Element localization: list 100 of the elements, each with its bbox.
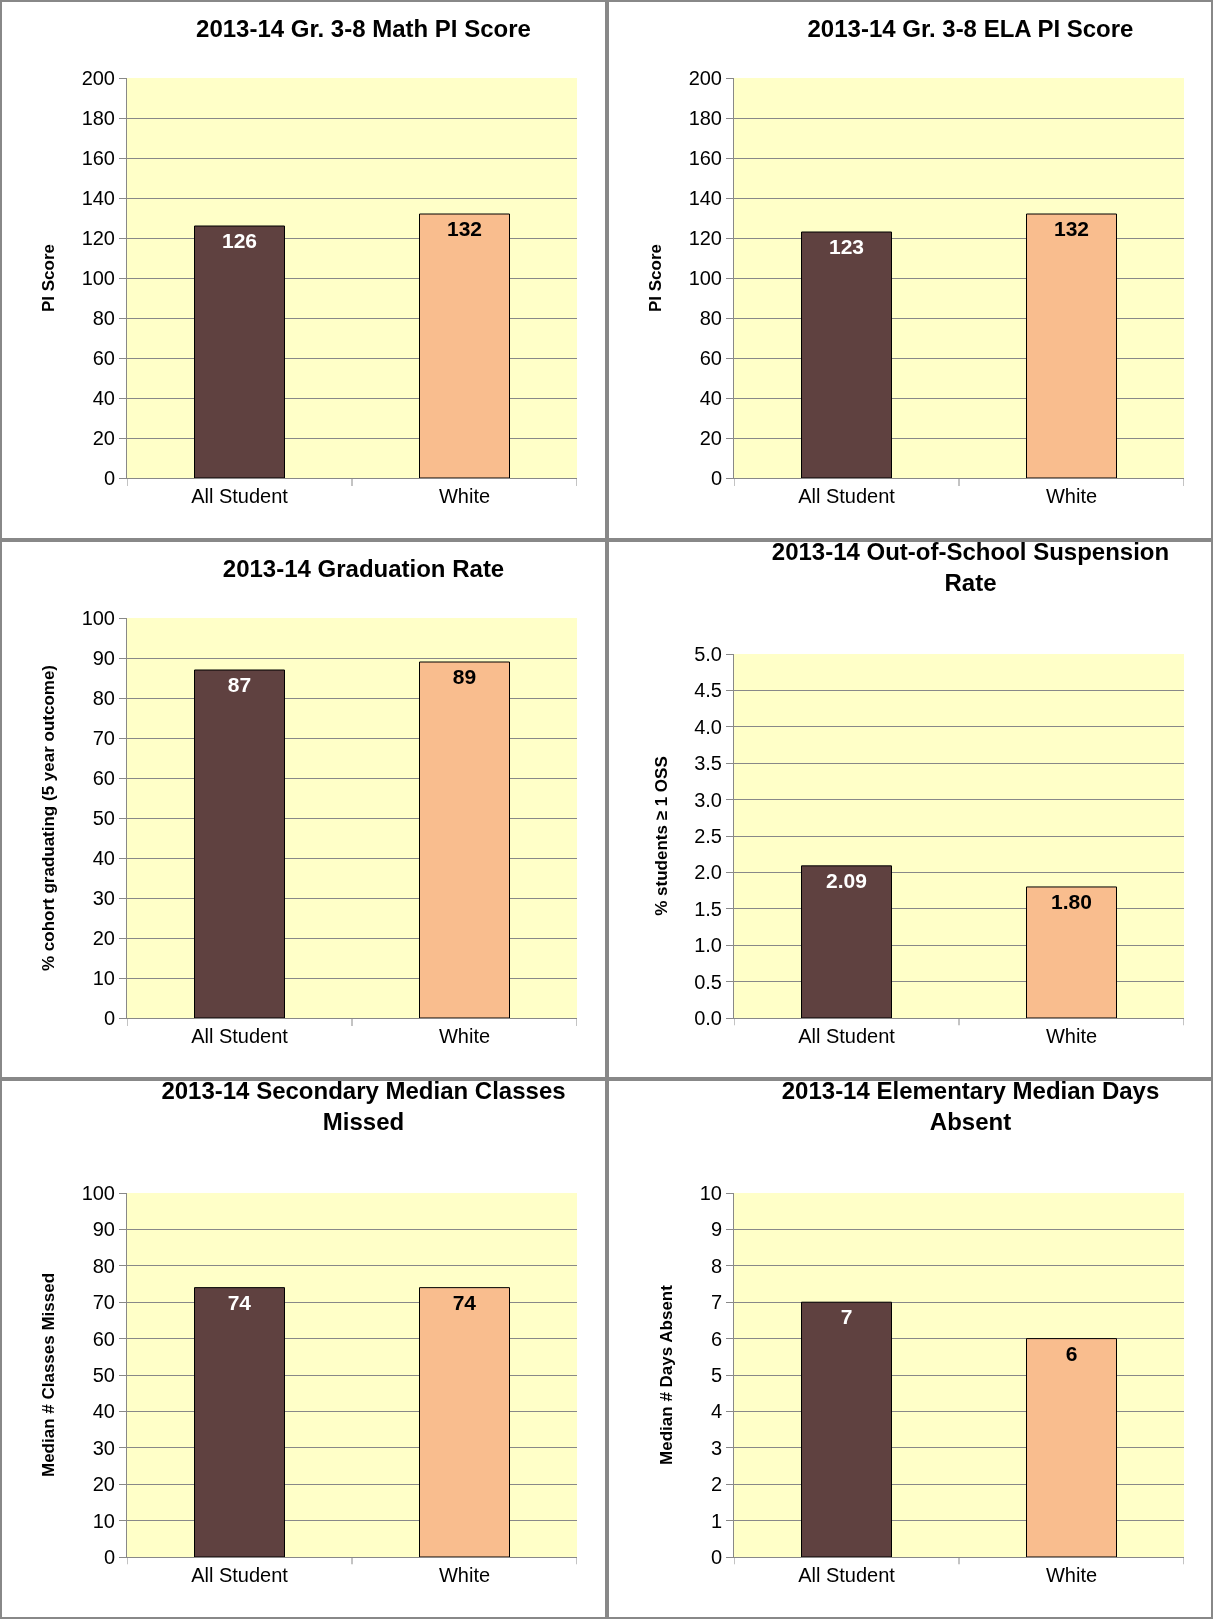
- data-label: 87: [227, 672, 252, 696]
- y-tick-label: 4.0: [693, 715, 722, 738]
- data-label: 1.80: [1050, 889, 1092, 913]
- y-tick-label: 70: [92, 726, 115, 749]
- y-tick-label: 180: [688, 107, 722, 129]
- x-tick-label: White: [438, 1024, 491, 1047]
- y-tick-label: 180: [81, 107, 115, 129]
- y-tick-label: 0.0: [693, 1006, 722, 1029]
- data-label: 74: [452, 1290, 477, 1314]
- data-label: 74: [227, 1290, 252, 1314]
- y-tick-label: 1.0: [693, 933, 722, 956]
- data-label: 2.09: [825, 868, 867, 892]
- data-label: 126: [221, 229, 258, 252]
- y-tick-label: 80: [92, 1255, 115, 1278]
- x-tick-label: All Student: [191, 1564, 289, 1587]
- y-tick-label: 20: [92, 427, 115, 449]
- y-tick-label: 80: [92, 307, 115, 329]
- y-tick-label: 20: [699, 427, 722, 449]
- y-tick-label: 0: [710, 1546, 722, 1569]
- y-axis-title: % students ≥ 1 OSS: [651, 755, 671, 916]
- y-tick-label: 10: [699, 1182, 722, 1205]
- y-axis-title: Median # Classes Missed: [39, 1273, 59, 1478]
- x-tick-label: All Student: [191, 1024, 289, 1047]
- data-label: 7: [840, 1305, 852, 1329]
- y-tick-label: 2.0: [693, 861, 722, 884]
- chart-title: 2013-14 Gr. 3-8 ELA PI Score: [807, 14, 1133, 42]
- y-tick-label: 40: [92, 387, 115, 409]
- y-tick-label: 2: [710, 1473, 722, 1496]
- y-tick-label: 100: [81, 606, 115, 629]
- y-tick-label: 100: [688, 267, 722, 289]
- chart-title: 2013-14 Out-of-School Suspension Rate: [771, 537, 1169, 596]
- y-tick-label: 60: [92, 766, 115, 789]
- y-tick-label: 5: [710, 1364, 722, 1387]
- y-tick-label: 7: [710, 1291, 722, 1314]
- y-tick-label: 60: [92, 347, 115, 369]
- y-tick-label: 100: [81, 267, 115, 289]
- y-tick-label: 90: [92, 646, 115, 669]
- chart-title: 2013-14 Gr. 3-8 Math PI Score: [196, 14, 531, 42]
- y-tick-label: 10: [92, 1509, 115, 1532]
- y-tick-label: 90: [92, 1218, 115, 1241]
- chart-title: 2013-14 Elementary Median Days Absent: [781, 1077, 1159, 1136]
- data-label: 6: [1065, 1341, 1077, 1365]
- x-tick-label: White: [438, 1564, 491, 1587]
- y-tick-label: 60: [699, 347, 722, 369]
- y-tick-label: 8: [710, 1255, 722, 1278]
- y-tick-label: 0: [103, 1546, 115, 1569]
- y-axis-title: Median # Days Absent: [656, 1285, 676, 1466]
- y-tick-label: 50: [92, 806, 115, 829]
- data-label: 132: [1053, 217, 1089, 240]
- y-tick-label: 200: [688, 67, 722, 89]
- y-tick-label: 10: [92, 966, 115, 989]
- y-tick-label: 70: [92, 1291, 115, 1314]
- y-tick-label: 4: [710, 1400, 722, 1423]
- y-tick-label: 6: [710, 1327, 722, 1350]
- y-tick-label: 80: [699, 307, 722, 329]
- data-label: 123: [828, 235, 864, 258]
- y-tick-label: 4.5: [693, 679, 722, 702]
- x-tick-label: White: [1045, 1024, 1097, 1047]
- y-tick-label: 3.5: [693, 751, 722, 774]
- y-tick-label: 120: [81, 227, 115, 249]
- y-tick-label: 3.0: [693, 788, 722, 811]
- y-tick-label: 160: [81, 147, 115, 169]
- x-tick-label: All Student: [797, 1024, 895, 1047]
- y-tick-label: 100: [81, 1182, 115, 1205]
- chart-title: 2013-14 Secondary Median Classes Missed: [161, 1077, 566, 1136]
- y-tick-label: 20: [92, 1473, 115, 1496]
- y-tick-label: 40: [92, 1400, 115, 1423]
- y-tick-label: 1.5: [693, 897, 722, 920]
- y-tick-label: 2.5: [693, 824, 722, 847]
- y-tick-label: 50: [92, 1364, 115, 1387]
- y-tick-label: 120: [688, 227, 722, 249]
- y-tick-label: 20: [92, 926, 115, 949]
- y-tick-label: 5.0: [693, 642, 722, 665]
- y-tick-label: 30: [92, 1437, 115, 1460]
- y-tick-label: 0: [103, 1006, 115, 1029]
- y-tick-label: 3: [710, 1437, 722, 1460]
- y-tick-label: 0: [710, 467, 722, 489]
- y-tick-label: 80: [92, 686, 115, 709]
- y-tick-label: 1: [710, 1509, 722, 1532]
- y-tick-label: 160: [688, 147, 722, 169]
- y-axis-title: % cohort graduating (5 year outcome): [39, 664, 59, 971]
- chart-title: 2013-14 Graduation Rate: [222, 554, 505, 582]
- y-tick-label: 200: [81, 67, 115, 89]
- x-tick-label: White: [1045, 1564, 1097, 1587]
- x-tick-label: All Student: [797, 485, 895, 507]
- y-tick-label: 140: [81, 187, 115, 209]
- y-tick-label: 30: [92, 886, 115, 909]
- x-tick-label: White: [1045, 485, 1097, 507]
- data-label: 132: [446, 217, 483, 240]
- y-tick-label: 40: [699, 387, 722, 409]
- x-tick-label: All Student: [191, 485, 289, 507]
- y-tick-label: 0.5: [693, 970, 722, 993]
- y-tick-label: 9: [710, 1218, 722, 1241]
- y-axis-title: PI Score: [645, 243, 665, 313]
- y-tick-label: 60: [92, 1327, 115, 1350]
- y-tick-label: 0: [103, 467, 115, 489]
- y-tick-label: 40: [92, 846, 115, 869]
- data-label: 89: [452, 664, 477, 688]
- x-tick-label: All Student: [797, 1564, 895, 1587]
- y-tick-label: 140: [688, 187, 722, 209]
